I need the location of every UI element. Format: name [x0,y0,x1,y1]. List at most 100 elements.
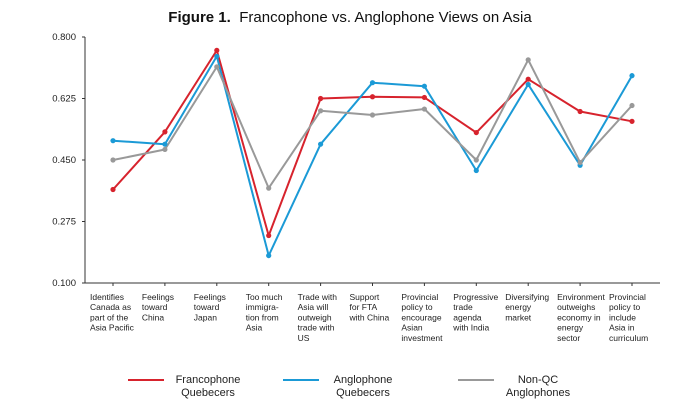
data-point [214,47,220,53]
y-tick-label: 0.100 [52,278,76,289]
legend-label-line: Quebecers [336,387,390,399]
data-point [629,118,635,124]
x-tick-label-line: Diversifying [505,292,549,302]
data-point [473,167,479,174]
chart-title: Figure 1. Francophone vs. Anglophone Vie… [168,9,532,26]
legend-label-line: Anglophone [334,374,393,386]
data-point [162,146,168,153]
data-point [214,64,220,70]
x-tick-label: Feelings toward China [142,292,174,322]
x-tick-label-line: market [505,312,532,322]
x-tick-label-line: policy to [609,302,640,312]
x-tick-label-line: curriculum [609,333,648,343]
data-point [369,80,376,86]
x-tick-label-line: Too much [246,292,283,302]
legend-label: Francophone Quebecers [176,374,241,399]
x-tick-label-line: include [609,312,636,322]
x-tick-label: Provincial policy to include Asia in curricu… [609,292,648,343]
x-tick-label-line: Japan [194,312,217,322]
x-tick-label-line: Asia Pacific [90,323,135,333]
data-point [473,157,479,163]
x-tick-label-line: with China [349,312,390,322]
x-tick-label-line: toward [142,302,168,312]
data-point [577,159,583,166]
data-point [369,112,376,118]
x-tick-label-line: for FTA [350,302,378,312]
chart-title-text: Francophone vs. Anglophone Views on Asia [239,9,532,26]
x-tick-label-line: encourage [401,312,441,322]
legend-label: Non-QC Anglophones [506,374,571,399]
x-tick-label-line: outweigh [298,312,332,322]
x-tick-label-line: Asia [246,323,263,333]
x-tick-label-line: Provincial [401,292,438,302]
legend-label-line: Quebecers [181,387,235,399]
x-tick-label: Too much immigra-tion from Asia [246,292,283,333]
data-point [318,141,324,147]
x-tick-label-line: agenda [453,312,482,322]
x-tick-label-line: policy to [401,302,432,312]
chart-title-prefix: Figure 1. [168,9,231,26]
x-tick-label-line: Feelings [194,292,226,302]
x-tick-label-line: with India [452,323,489,333]
x-tick-label: Support for FTA with China [349,292,390,322]
data-point [525,57,531,63]
y-tick-label: 0.625 [52,94,76,105]
y-tick-label: 0.275 [52,217,76,228]
x-tick-label-line: economy in [557,312,601,322]
x-tick-label-line: Trade with [298,292,338,302]
legend-label-line: Francophone [176,374,241,386]
series-line-0 [112,49,633,237]
x-tick-label-line: Provincial [609,292,646,302]
x-tick-label-line: Canada as [90,302,131,312]
data-point [162,141,168,147]
data-point [629,102,635,109]
x-tick-label-line: sector [557,333,580,343]
x-tick-label: Trade with Asia will outweigh trade with US [298,292,338,343]
data-point [525,81,531,88]
x-tick-label-line: investment [401,333,443,343]
x-tick-label: Diversifying energy market [505,292,549,322]
data-point [421,106,427,112]
data-point [318,95,324,102]
data-point [110,157,116,163]
x-tick-label-line: toward [194,302,220,312]
data-point [110,186,116,193]
x-tick-label-line: China [142,312,164,322]
x-tick-label-line: Support [350,292,380,302]
plot-area [110,47,635,259]
x-tick-label-line: outweighs [557,302,595,312]
data-point [266,252,272,259]
x-tick-label-line: trade with [298,323,335,333]
x-tick-label: Environment outweighs economy in energy sect… [557,292,605,343]
x-tick-label-line: Asia in [609,323,635,333]
axes: 0.800 0.625 0.450 0.275 0.100 Identifies Canad… [52,32,660,343]
data-point [266,232,272,239]
x-tick-label-line: immigra- [246,302,279,312]
legend-label-line: Non-QC [518,374,558,386]
data-point [369,94,376,100]
data-point [110,138,116,144]
data-point [162,129,168,135]
x-tick-label-line: energy [557,323,584,333]
data-point [629,73,635,79]
x-tick-label-line: trade [453,302,473,312]
data-point [266,185,272,191]
data-point [318,108,324,114]
data-point [421,83,427,89]
data-point [525,76,531,82]
x-tick-label: Feelings toward Japan [194,292,226,322]
x-tick-label-line: US [298,333,310,343]
y-tick-label: 0.800 [52,32,76,43]
series-line-1 [112,55,633,257]
data-point [421,94,427,101]
y-tick-label: 0.450 [52,155,76,166]
x-tick-label: Identifies Canada as part of the Asia Pacif… [90,292,135,333]
data-point [577,108,583,115]
x-tick-label-line: Identifies [90,292,124,302]
data-point [473,129,479,136]
x-tick-label-line: Environment [557,292,605,302]
x-tick-label-line: Asian [401,323,423,333]
x-tick-label-line: Progressive [453,292,498,302]
